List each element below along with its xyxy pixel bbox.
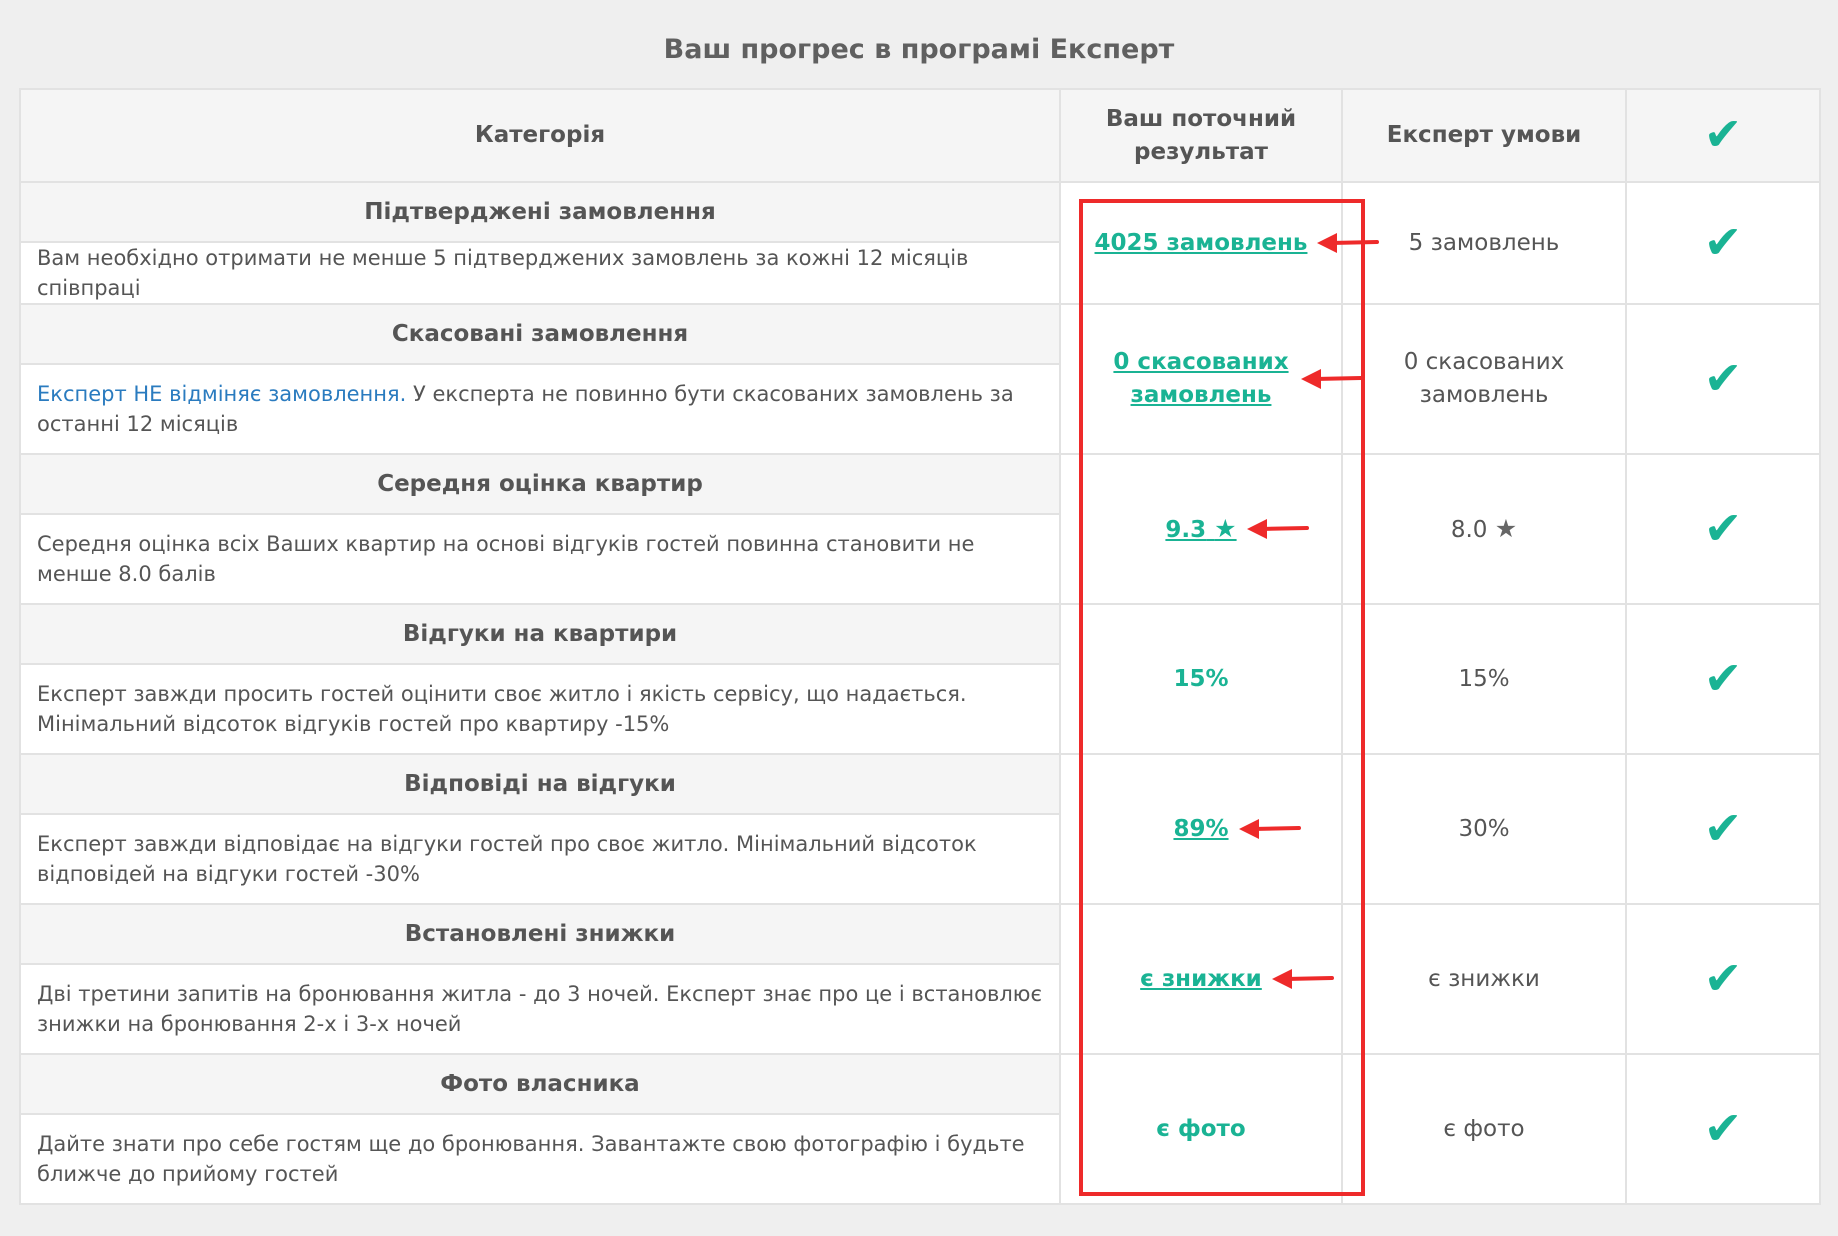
category-title-row: Відгуки на квартири 15% 15% ✔ [19,603,1821,755]
condition-cell: 5 замовлень [1341,181,1627,305]
header-expert-conditions: Експерт умови [1341,88,1627,183]
star-icon: ★ [1494,513,1518,543]
header-row: Категорія Ваш поточний результат Експерт… [19,88,1821,183]
page-title: Ваш прогрес в програмі Експерт [663,34,1175,65]
category-description: Експерт завжди просить гостей оцінити св… [19,663,1061,755]
status-cell: ✔ [1625,903,1821,1055]
current-result-link[interactable]: є знижки [1140,965,1262,992]
current-result-value: 15% [1173,665,1229,692]
category-title: Відповіді на відгуки [19,753,1061,815]
category-description: Вам необхідно отримати не менше 5 підтве… [19,241,1061,305]
description-text: У експерта не повинно бути скасованих за… [37,382,1014,436]
description-text: Дайте знати про себе гостям ще до бронюв… [37,1132,1025,1186]
description-text: Експерт завжди просить гостей оцінити св… [37,682,967,736]
category-title: Підтверджені замовлення [19,181,1061,243]
condition-value: 0 скасованих замовлень [1403,349,1565,408]
category-title: Встановлені знижки [19,903,1061,965]
description-text: Середня оцінка всіх Ваших квартир на осн… [37,532,975,586]
condition-value: 8.0 [1450,516,1488,543]
check-icon: ✔ [1703,650,1743,705]
status-cell: ✔ [1625,603,1821,755]
status-cell: ✔ [1625,1053,1821,1205]
current-result-link[interactable]: 89% [1173,815,1229,842]
check-icon: ✔ [1703,800,1743,855]
condition-cell: 15% [1341,603,1627,755]
category-description-row: Дайте знати про себе гостям ще до бронюв… [19,1113,1820,1205]
category-description-row: Вам необхідно отримати не менше 5 підтве… [19,241,1820,305]
category-description: Дайте знати про себе гостям ще до бронюв… [19,1113,1061,1205]
current-result-link[interactable]: 4025 замовлень [1094,229,1308,256]
status-cell: ✔ [1625,303,1821,455]
current-result-link[interactable]: 0 скасованих замовлень [1113,349,1289,408]
check-icon: ✔ [1703,500,1743,555]
current-result-value: 9.3 [1165,516,1207,543]
header-status: ✔ [1625,88,1821,183]
condition-value: 30% [1458,815,1510,842]
header-current-result-label: Ваш поточний результат [1105,105,1297,165]
category-description: Експерт НЕ відміняє замовлення. У експер… [19,363,1061,455]
check-icon: ✔ [1703,214,1743,269]
check-icon: ✔ [1703,1100,1743,1155]
category-title-row: Підтверджені замовлення 4025 замовлень 5… [19,181,1821,305]
category-title: Відгуки на квартири [19,603,1061,665]
category-title-row: Встановлені знижки є знижки є знижки ✔ [19,903,1821,1055]
category-description-row: Експерт НЕ відміняє замовлення. У експер… [19,363,1820,455]
description-text: Дві третини запитів на бронювання житла … [37,982,1043,1036]
category-title: Скасовані замовлення [19,303,1061,365]
condition-value: є фото [1443,1115,1525,1142]
current-result-cell: є знижки [1059,903,1343,1055]
condition-cell: 8.0 ★ [1341,453,1627,605]
category-description: Середня оцінка всіх Ваших квартир на осн… [19,513,1061,605]
condition-value: 15% [1458,665,1510,692]
category-title-row: Відповіді на відгуки 89% 30% ✔ [19,753,1821,905]
current-result-cell: 9.3 ★ [1059,453,1343,605]
header-current-result: Ваш поточний результат [1059,88,1343,183]
current-result-cell: 4025 замовлень [1059,181,1343,305]
current-result-cell: є фото [1059,1053,1343,1205]
expert-progress-table: Категорія Ваш поточний результат Експерт… [19,88,1821,1205]
category-description-row: Середня оцінка всіх Ваших квартир на осн… [19,513,1820,605]
condition-value: 5 замовлень [1408,229,1560,256]
status-cell: ✔ [1625,753,1821,905]
category-description-row: Експерт завжди відповідає на відгуки гос… [19,813,1820,905]
condition-value-wrap: 8.0 ★ [1450,513,1518,543]
category-title: Середня оцінка квартир [19,453,1061,515]
category-title: Фото власника [19,1053,1061,1115]
current-result-link[interactable]: 9.3 ★ [1165,513,1237,543]
category-title-row: Скасовані замовлення 0 скасованих замовл… [19,303,1821,455]
condition-cell: 0 скасованих замовлень [1341,303,1627,455]
star-icon: ★ [1214,513,1237,543]
condition-cell: 30% [1341,753,1627,905]
description-text: Експерт завжди відповідає на відгуки гос… [37,832,977,886]
category-title-row: Фото власника є фото є фото ✔ [19,1053,1821,1205]
current-result-value: є фото [1156,1115,1246,1142]
status-cell: ✔ [1625,453,1821,605]
description-link[interactable]: Експерт НЕ відміняє замовлення. [37,382,407,406]
description-text: Вам необхідно отримати не менше 5 підтве… [37,246,969,300]
check-icon: ✔ [1703,950,1743,1005]
check-icon: ✔ [1703,107,1743,161]
current-result-cell: 0 скасованих замовлень [1059,303,1343,455]
current-result-cell: 89% [1059,753,1343,905]
category-description-row: Експерт завжди просить гостей оцінити св… [19,663,1820,755]
condition-cell: є фото [1341,1053,1627,1205]
condition-cell: є знижки [1341,903,1627,1055]
category-description: Експерт завжди відповідає на відгуки гос… [19,813,1061,905]
condition-value: є знижки [1428,965,1540,992]
current-result-cell: 15% [1059,603,1343,755]
category-title-row: Середня оцінка квартир 9.3 ★ 8.0 ★ ✔ [19,453,1821,605]
category-description-row: Дві третини запитів на бронювання житла … [19,963,1820,1055]
check-icon: ✔ [1703,350,1743,405]
header-category: Категорія [19,88,1061,183]
status-cell: ✔ [1625,181,1821,305]
category-description: Дві третини запитів на бронювання житла … [19,963,1061,1055]
